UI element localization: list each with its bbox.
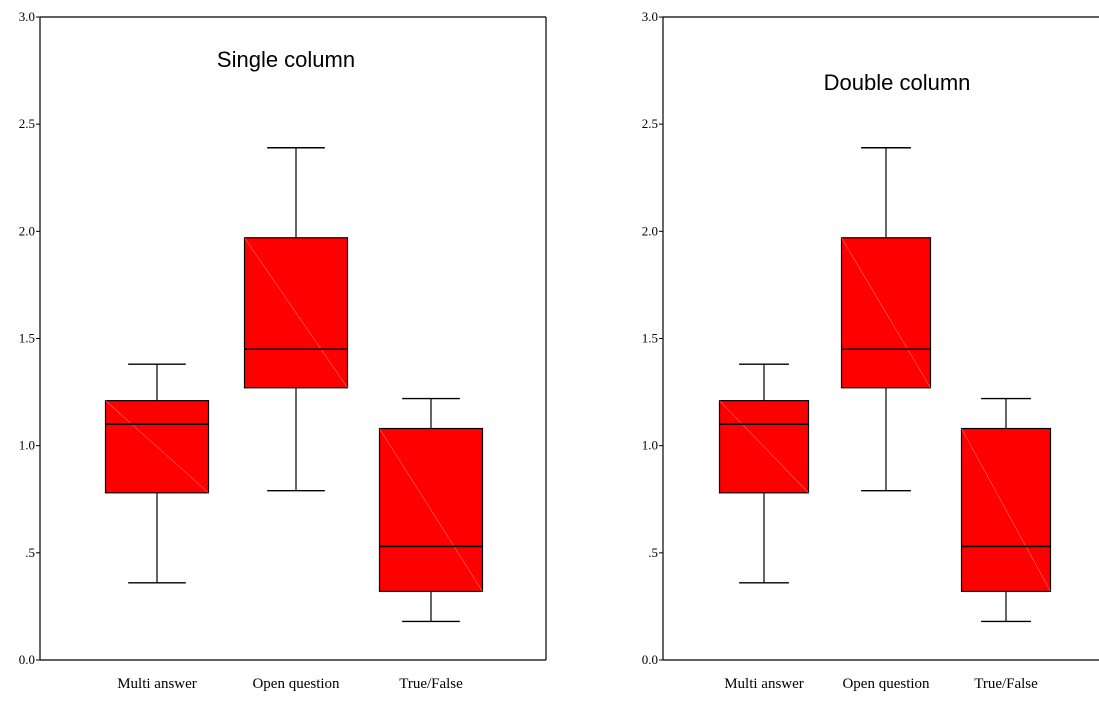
x-tick-label-multi-answer: Multi answer [724,676,804,692]
y-tick-label: 2.5 [642,116,658,131]
chart-title: Single column [217,47,355,72]
y-tick-label: 0.0 [19,652,35,667]
box-diagonal-multi-answer [719,400,809,494]
y-tick-label: 1.5 [19,331,35,346]
y-tick-label: .5 [648,545,658,560]
box-diagonal-multi-answer [105,400,209,494]
x-tick-label-multi-answer: Multi answer [117,676,197,692]
box-diagonal-open-question [244,237,348,388]
y-tick-label: 2.5 [19,116,35,131]
y-tick-label: 3.0 [19,9,35,24]
box-diagonal-true-false [961,428,1051,592]
chart-panel-single-column: 0.0 .5 1.0 1.5 2.0 2.5 3.0 Single column Multi a… [19,9,547,692]
y-tick-label: 0.0 [642,652,658,667]
y-tick-label: 2.0 [642,223,658,238]
box-diagonal-true-false [379,428,483,592]
y-tick-label: 2.0 [19,223,35,238]
x-tick-label-true-false: True/False [974,676,1038,692]
x-tick-label-open-question: Open question [252,676,340,692]
y-tick-label: 1.5 [642,331,658,346]
box-diagonal-open-question [841,237,931,388]
chart-title: Double column [824,70,971,95]
x-tick-label-true-false: True/False [399,676,463,692]
y-tick-label: 1.0 [642,438,658,453]
x-tick-label-open-question: Open question [842,676,930,692]
chart-panel-double-column: 0.0 .5 1.0 1.5 2.0 2.5 3.0 Double column Multi a… [642,9,1099,692]
y-tick-label: .5 [25,545,35,560]
y-tick-label: 1.0 [19,438,35,453]
y-tick-label: 3.0 [642,9,658,24]
